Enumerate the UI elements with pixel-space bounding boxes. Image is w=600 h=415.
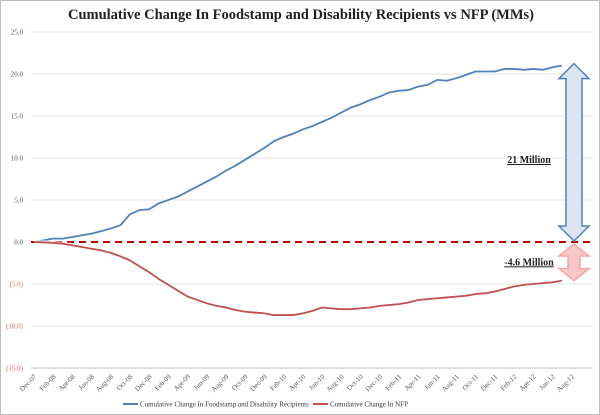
y-tick-label: (5.0) bbox=[10, 281, 24, 289]
x-tick-label: Apr-12 bbox=[518, 372, 538, 392]
x-tick-label: Apr-09 bbox=[172, 372, 192, 392]
x-tick-label: Jun-10 bbox=[307, 372, 326, 391]
x-tick-label: Feb-11 bbox=[384, 372, 404, 392]
y-tick-label: 20.0 bbox=[11, 71, 24, 79]
x-tick-label: Aug-12 bbox=[555, 372, 576, 393]
y-tick-label: (15.0) bbox=[6, 365, 24, 373]
legend-label: Cumulative Change In Foodstamp and Disab… bbox=[140, 401, 309, 409]
y-tick-label: 25.0 bbox=[11, 29, 24, 37]
x-tick-label: Apr-08 bbox=[57, 372, 77, 392]
x-tick-label: Feb-09 bbox=[153, 372, 173, 392]
x-tick-label: Jun-11 bbox=[423, 372, 442, 391]
x-tick-label: Aug-11 bbox=[440, 372, 461, 393]
legend-label: Cumulative Change In NFP bbox=[330, 401, 408, 409]
y-tick-label: (10.0) bbox=[6, 323, 24, 331]
chart-title: Cumulative Change In Foodstamp and Disab… bbox=[68, 7, 534, 23]
x-tick-label: Dec-10 bbox=[364, 372, 385, 393]
x-tick-label: Dec-11 bbox=[479, 372, 499, 392]
nfp-series-line bbox=[33, 241, 563, 316]
x-tick-label: Feb-10 bbox=[268, 372, 288, 392]
x-tick-label: Jun-09 bbox=[192, 372, 211, 391]
y-tick-label: 0.0 bbox=[14, 239, 23, 247]
x-tick-label: Jun-08 bbox=[77, 372, 96, 391]
series-halo bbox=[33, 63, 563, 244]
x-tick-label: Aug-10 bbox=[325, 372, 346, 393]
annotation-4-6-million: -4.6 Million bbox=[504, 257, 554, 268]
x-tick-label: Oct-09 bbox=[230, 372, 250, 392]
y-tick-label: 5.0 bbox=[14, 197, 23, 205]
x-tick-label: Dec-09 bbox=[249, 372, 270, 393]
annotation-21-million: 21 Million bbox=[507, 155, 551, 166]
x-tick-label: Oct-11 bbox=[461, 372, 481, 392]
red-double-arrow bbox=[556, 243, 592, 282]
x-tick-label: Aug-09 bbox=[210, 372, 231, 393]
blue-double-arrow bbox=[557, 62, 591, 243]
x-tick-label: Jun-12 bbox=[538, 372, 557, 391]
x-tick-label: Oct-08 bbox=[115, 372, 135, 392]
foodstamp-series-line bbox=[33, 64, 563, 243]
x-tick-label: Aug-08 bbox=[94, 372, 115, 393]
x-tick-label: Oct-10 bbox=[345, 372, 365, 392]
y-tick-label: 10.0 bbox=[11, 155, 24, 163]
x-tick-label: Feb-08 bbox=[38, 372, 58, 392]
x-tick-label: Dec-07 bbox=[18, 372, 39, 393]
x-tick-label: Apr-11 bbox=[403, 372, 423, 392]
x-tick-label: Apr-10 bbox=[287, 372, 307, 392]
y-tick-label: 15.0 bbox=[11, 113, 24, 121]
x-tick-label: Dec-08 bbox=[133, 372, 154, 393]
x-tick-label: Feb-12 bbox=[499, 372, 519, 392]
